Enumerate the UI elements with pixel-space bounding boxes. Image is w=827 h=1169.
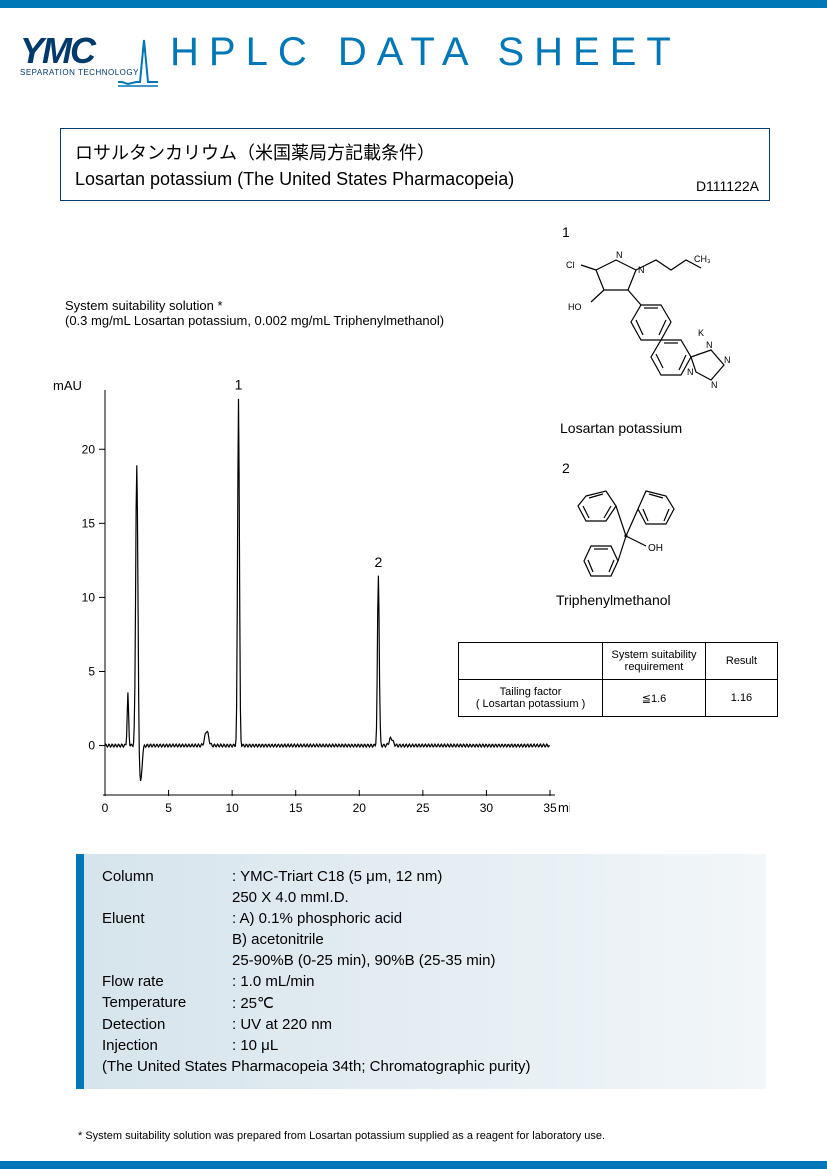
cond-eluent-k: Eluent	[102, 910, 232, 927]
conditions-box: Column: YMC-Triart C18 (5 μm, 12 nm) 250…	[76, 854, 766, 1089]
cond-inj-v: : 10 μL	[232, 1037, 748, 1054]
svg-text:25: 25	[416, 801, 430, 815]
svg-text:N: N	[711, 380, 718, 390]
svg-text:1: 1	[235, 376, 243, 392]
svg-text:OH: OH	[648, 543, 663, 554]
cond-column-v2: 250 X 4.0 mmI.D.	[232, 889, 748, 906]
chromatogram-chart: mAU 0 5 10 15 20 0 5 10 15 20 25 30 35min 1 2	[50, 370, 570, 840]
rt-head-blank	[459, 643, 603, 680]
cond-eluent-v2: B) acetonitrile	[232, 931, 748, 948]
rt-row0-c2: 1.16	[705, 680, 777, 717]
cond-eluent-v1: : A) 0.1% phosphoric acid	[232, 910, 748, 927]
svg-text:N: N	[706, 340, 713, 350]
svg-text:10: 10	[82, 590, 96, 604]
svg-text:20: 20	[353, 801, 367, 815]
svg-text:5: 5	[88, 664, 95, 678]
cond-det-v: : UV at 220 nm	[232, 1016, 748, 1033]
struct-2-name: Triphenylmethanol	[556, 592, 671, 608]
page-header: HPLC DATA SHEET	[170, 30, 681, 75]
title-en: Losartan potassium (The United States Ph…	[75, 169, 755, 190]
cond-temp-v: : 25℃	[232, 994, 748, 1012]
logo-peak-icon	[118, 32, 158, 87]
rt-row0-c1: ≦1.6	[603, 680, 706, 717]
molecule-losartan-icon: N N Cl CH₃ HO N N N N K	[556, 240, 736, 410]
svg-text:20: 20	[82, 442, 96, 456]
cond-column-k: Column	[102, 868, 232, 885]
molecule-triphenylmethanol-icon: OH	[556, 476, 696, 586]
svg-text:2: 2	[374, 554, 382, 570]
struct-1-name: Losartan potassium	[560, 420, 682, 436]
rt-head-req: System suitability requirement	[603, 643, 706, 680]
svg-text:0: 0	[88, 739, 95, 753]
svg-text:HO: HO	[568, 302, 582, 312]
svg-text:N: N	[724, 355, 731, 365]
result-table: System suitability requirement Result Ta…	[458, 642, 778, 717]
svg-text:min: min	[558, 800, 570, 815]
svg-text:mAU: mAU	[53, 378, 82, 393]
svg-text:5: 5	[165, 801, 172, 815]
svg-text:K: K	[698, 328, 704, 338]
solution-line2: (0.3 mg/mL Losartan potassium, 0.002 mg/…	[65, 313, 444, 328]
svg-text:N: N	[687, 367, 694, 377]
cond-column-v1: : YMC-Triart C18 (5 μm, 12 nm)	[232, 868, 748, 885]
cond-det-k: Detection	[102, 1016, 232, 1033]
solution-line1: System suitability solution *	[65, 298, 444, 313]
cond-temp-k: Temperature	[102, 994, 232, 1012]
svg-text:0: 0	[102, 801, 109, 815]
svg-text:CH₃: CH₃	[694, 254, 711, 264]
rt-head-res: Result	[705, 643, 777, 680]
svg-text:35: 35	[543, 801, 557, 815]
bottom-bar	[0, 1161, 827, 1169]
svg-text:15: 15	[289, 801, 303, 815]
doc-id: D111122A	[696, 178, 759, 194]
solution-label: System suitability solution * (0.3 mg/mL…	[65, 298, 444, 328]
cond-flow-k: Flow rate	[102, 973, 232, 990]
cond-eluent-v3: 25-90%B (0-25 min), 90%B (25-35 min)	[232, 952, 748, 969]
footnote: * System suitability solution was prepar…	[78, 1130, 605, 1142]
svg-text:30: 30	[480, 801, 494, 815]
top-bar	[0, 0, 827, 8]
svg-text:15: 15	[82, 516, 96, 530]
cond-inj-k: Injection	[102, 1037, 232, 1054]
title-jp: ロサルタンカリウム（米国薬局方記載条件）	[75, 139, 755, 165]
cond-ref: (The United States Pharmacopeia 34th; Ch…	[102, 1058, 748, 1075]
struct-1-num: 1	[562, 224, 570, 240]
rt-row0-c0: Tailing factor ( Losartan potassium )	[459, 680, 603, 717]
svg-text:10: 10	[225, 801, 239, 815]
svg-text:N: N	[616, 250, 623, 260]
title-box: ロサルタンカリウム（米国薬局方記載条件） Losartan potassium …	[60, 128, 770, 201]
cond-flow-v: : 1.0 mL/min	[232, 973, 748, 990]
svg-text:Cl: Cl	[566, 260, 575, 270]
